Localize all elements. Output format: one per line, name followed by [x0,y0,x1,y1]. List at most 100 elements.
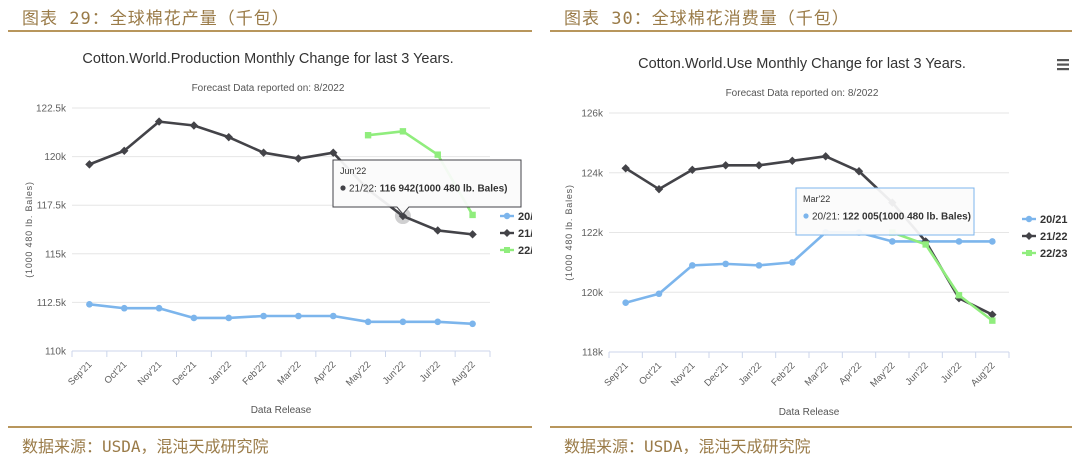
left-figure-title: 图表 29：全球棉花产量（千包） [22,9,290,29]
data-point-21-22[interactable] [854,167,864,176]
y-tick-label: 115k [45,249,67,260]
legend-item-21-22[interactable]: 21/22 [500,228,532,240]
chart-subtitle: Forecast Data reported on: 8/2022 [726,88,879,99]
data-point-20-21[interactable] [155,304,163,312]
data-point-22-23[interactable] [434,151,441,158]
data-point-21-22[interactable] [654,184,664,194]
y-tick-label: 120k [44,152,67,163]
data-point-20-21[interactable] [989,238,996,245]
legend-item-22-23[interactable]: 22/23 [1022,248,1068,260]
data-point-20-21[interactable] [655,290,663,298]
data-point-21-22[interactable] [189,121,199,130]
svg-text:21/22: 21/22 [1040,231,1068,243]
data-point-22-23[interactable] [989,317,996,324]
y-tick-label: 122.5k [36,104,67,115]
x-tick-label: Apr'22 [837,360,864,387]
data-point-22-23[interactable] [922,241,929,248]
right-title-rule [550,30,1072,32]
data-point-20-21[interactable] [260,312,267,320]
chart-subtitle: Forecast Data reported on: 8/2022 [192,83,345,94]
use-chart[interactable]: Cotton.World.Use Monthly Change for last… [550,35,1072,425]
data-point-21-22[interactable] [468,230,477,239]
svg-text:22/23: 22/23 [1040,248,1068,260]
data-point-20-21[interactable] [722,260,729,268]
x-tick-label: Nov'21 [136,359,164,387]
x-tick-label: Feb'22 [769,360,797,388]
x-tick-label: Jan'22 [207,359,234,386]
x-tick-label: Jul'22 [939,360,964,385]
x-tick-label: Jan'22 [737,360,764,387]
x-axis-title: Data Release [251,405,312,416]
data-point-21-22[interactable] [120,146,129,155]
legend-item-20-21[interactable]: 20/21 [1022,214,1068,226]
y-tick-label: 122k [581,228,604,239]
data-point-21-22[interactable] [433,226,442,235]
x-tick-label: Sep'21 [66,359,94,387]
data-point-21-22[interactable] [721,161,730,170]
chart-title: Cotton.World.Production Monthly Change f… [82,51,453,67]
data-point-20-21[interactable] [622,299,629,307]
data-point-20-21[interactable] [469,320,476,328]
data-point-22-23[interactable] [469,211,476,219]
chart-title: Cotton.World.Use Monthly Change for last… [638,56,966,72]
data-point-20-21[interactable] [120,304,128,312]
data-point-20-21[interactable] [434,318,442,326]
tooltip-header: Jun'22 [340,166,366,176]
data-point-20-21[interactable] [329,312,337,320]
x-tick-label: Nov'21 [669,360,697,388]
data-point-20-21[interactable] [225,314,233,322]
data-point-21-22[interactable] [224,132,233,142]
legend-item-22-23[interactable]: 22/23 [500,245,532,257]
hover-halo [394,208,411,225]
production-chart[interactable]: Cotton.World.Production Monthly Change f… [8,35,532,425]
data-point-22-23[interactable] [399,128,407,135]
data-point-20-21[interactable] [889,238,896,245]
tooltip: Mar'22 20/21: 122 005(1000 480 lb. Bales) [795,187,975,236]
data-point-21-22[interactable] [821,152,830,161]
data-point-20-21[interactable] [955,238,963,245]
data-point-20-21[interactable] [789,259,796,266]
data-point-22-23[interactable] [364,132,372,139]
tooltip-value: 20/21: 122 005(1000 480 lb. Bales) [812,212,971,223]
tooltip: Jun'22 21/22: 116 942(1000 480 lb. Bales) [332,159,522,215]
data-point-20-21[interactable] [755,262,763,269]
legend-item-21-22[interactable]: 21/22 [1022,231,1068,243]
data-point-20-21[interactable] [399,318,407,326]
legend-item-20-21[interactable]: 20/21 [500,211,532,223]
x-tick-label: Jun'22 [381,359,408,386]
data-point-20-21[interactable] [295,312,302,320]
series-line-21-22 [88,120,473,236]
y-tick-label: 126k [581,109,604,120]
x-tick-label: Aug'22 [449,359,477,387]
data-point-21-22[interactable] [788,156,797,165]
hamburger-menu-icon[interactable] [1057,59,1069,71]
y-tick-label: 112.5k [37,298,67,309]
data-point-21-22[interactable] [85,160,94,169]
tooltip-value: 21/22: 116 942(1000 480 lb. Bales) [349,184,507,195]
data-point-20-21[interactable] [364,318,372,326]
data-point-21-22[interactable] [329,148,338,157]
y-tick-label: 120k [581,288,604,299]
data-point-22-23[interactable] [955,292,963,299]
tooltip-header: Mar'22 [803,194,830,204]
x-tick-label: Mar'22 [803,360,831,388]
data-point-21-22[interactable] [154,117,164,126]
series-line-20-21 [89,303,473,326]
data-point-20-21[interactable] [190,314,198,322]
x-tick-label: Jul'22 [418,359,443,384]
svg-text:22/23: 22/23 [518,245,532,257]
data-point-20-21[interactable] [689,262,696,269]
x-tick-label: May'22 [344,359,373,388]
data-point-21-22[interactable] [754,161,764,170]
x-tick-label: Oct'21 [102,359,129,386]
x-tick-label: Aug'22 [969,360,997,388]
data-point-21-22[interactable] [259,148,268,157]
right-source-note: 数据来源：USDA，混沌天成研究院 [564,437,811,456]
data-point-21-22[interactable] [294,154,303,163]
x-tick-label: Sep'21 [602,360,630,388]
data-point-20-21[interactable] [86,301,93,308]
y-tick-label: 118k [582,348,604,359]
svg-text:20/21: 20/21 [1040,214,1068,226]
data-point-21-22[interactable] [398,211,408,221]
left-source-rule [8,426,532,428]
